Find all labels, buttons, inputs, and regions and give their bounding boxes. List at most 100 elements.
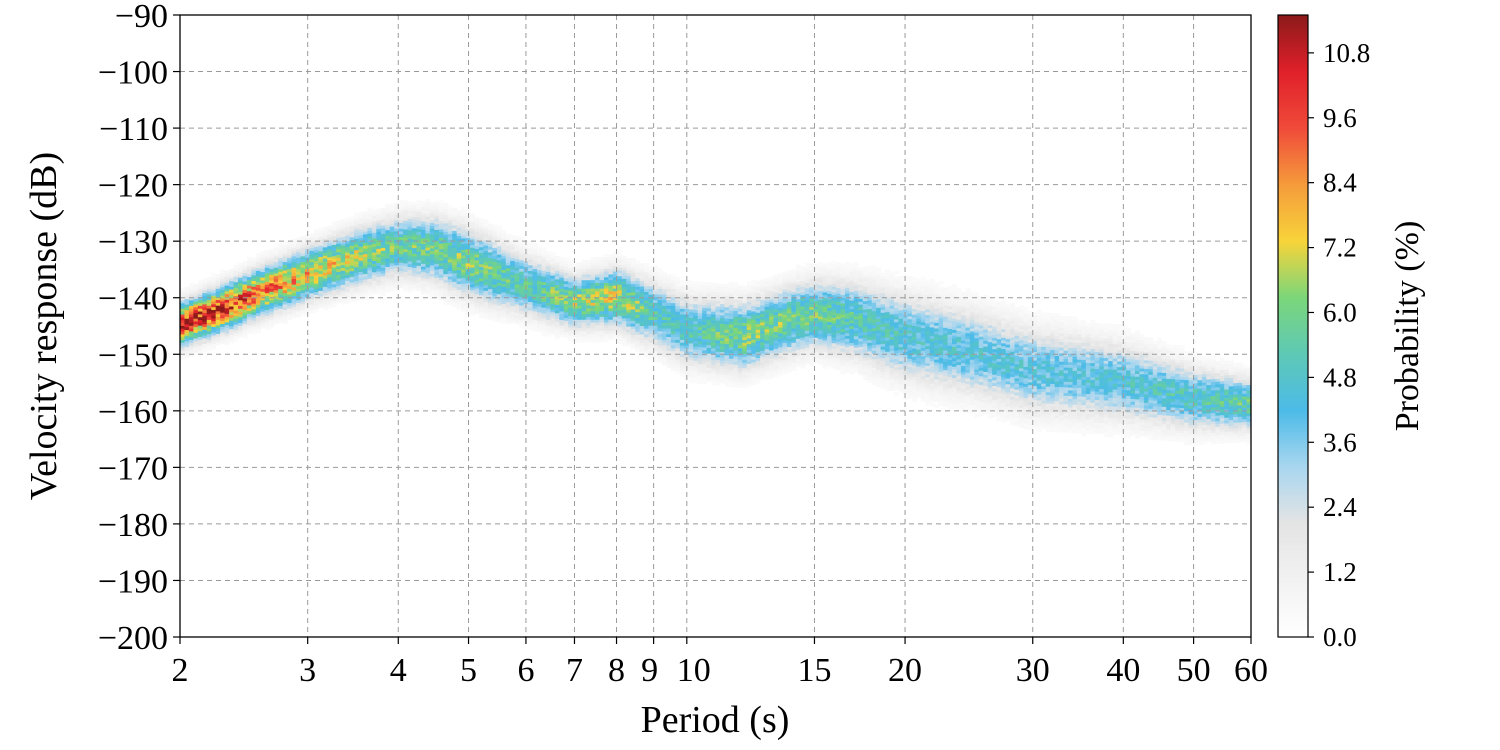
- heatmap-cell: [291, 258, 297, 263]
- heatmap-cell: [804, 310, 810, 314]
- heatmap-cell: [599, 333, 605, 337]
- heatmap-cell: [835, 318, 842, 322]
- heatmap-cell: [800, 269, 806, 273]
- heatmap-cell: [233, 281, 239, 286]
- heatmap-cell: [702, 335, 708, 340]
- heatmap-cell: [416, 270, 422, 275]
- heatmap-cell: [581, 324, 587, 329]
- heatmap-cell: [648, 282, 654, 287]
- heatmap-cell: [688, 345, 694, 350]
- heatmap-cell: [456, 235, 462, 239]
- heatmap-cell: [345, 218, 351, 222]
- heatmap-cell: [420, 266, 427, 270]
- heatmap-cell: [380, 207, 386, 212]
- heatmap-cell: [273, 292, 279, 297]
- heatmap-cell: [844, 329, 850, 334]
- heatmap-cell: [407, 232, 413, 236]
- heatmap-cell: [773, 291, 779, 296]
- heatmap-cell: [621, 266, 627, 271]
- heatmap-cell: [331, 261, 337, 265]
- heatmap-cell: [737, 373, 743, 377]
- heatmap-cell: [679, 350, 685, 355]
- heatmap-cell: [586, 265, 592, 269]
- heatmap-cell: [586, 336, 592, 340]
- heatmap-cell: [702, 372, 708, 376]
- heatmap-cell: [349, 228, 355, 232]
- heatmap-cell: [367, 232, 373, 237]
- heatmap-cell: [318, 256, 324, 260]
- heatmap-cell: [389, 274, 395, 278]
- heatmap-cell: [180, 347, 186, 352]
- heatmap-cell: [193, 346, 199, 350]
- heatmap-cell: [180, 294, 186, 298]
- heatmap-cell: [309, 287, 315, 291]
- heatmap-cell: [858, 343, 864, 348]
- heatmap-cell: [438, 200, 444, 205]
- heatmap-cell: [675, 364, 681, 369]
- heatmap-cell: [626, 280, 632, 285]
- heatmap-cell: [724, 380, 730, 384]
- heatmap-cell: [327, 265, 333, 269]
- heatmap-cell: [626, 272, 632, 276]
- heatmap-cell: [407, 241, 413, 245]
- heatmap-cell: [206, 288, 212, 292]
- heatmap-cell: [224, 299, 230, 303]
- heatmap-cell: [371, 251, 377, 256]
- heatmap-cell: [291, 298, 297, 302]
- heatmap-cell: [470, 309, 476, 313]
- heatmap-cell: [862, 286, 868, 290]
- heatmap-cell: [804, 262, 810, 266]
- heatmap-cell: [786, 306, 792, 311]
- heatmap-cell: [296, 310, 302, 315]
- heatmap-cell: [599, 265, 605, 269]
- heatmap-cell: [416, 276, 422, 280]
- heatmap-cell: [764, 365, 770, 370]
- heatmap-cell: [670, 282, 676, 287]
- heatmap-cell: [264, 303, 270, 308]
- heatmap-cell: [737, 296, 743, 301]
- heatmap-cell: [795, 281, 801, 286]
- heatmap-cell: [840, 370, 846, 375]
- heatmap-cell: [545, 324, 551, 329]
- heatmap-cell: [470, 235, 476, 240]
- heatmap-cell: [795, 324, 801, 328]
- heatmap-cell: [737, 375, 743, 380]
- heatmap-cell: [269, 254, 275, 258]
- heatmap-cell: [537, 297, 543, 302]
- heatmap-cell: [702, 315, 708, 320]
- heatmap-cell: [184, 301, 190, 305]
- heatmap-cell: [639, 336, 645, 341]
- heatmap-cell: [621, 283, 627, 288]
- heatmap-cell: [827, 290, 833, 294]
- heatmap-cell: [273, 303, 279, 308]
- heatmap-cell: [657, 296, 663, 301]
- heatmap-cell: [282, 315, 288, 319]
- heatmap-cell: [711, 376, 717, 380]
- heatmap-cell: [653, 276, 659, 281]
- heatmap-cell: [456, 286, 462, 290]
- heatmap-cell: [871, 375, 877, 380]
- heatmap-cell: [595, 273, 601, 278]
- heatmap-cell: [769, 332, 775, 337]
- heatmap-cell: [728, 335, 734, 339]
- heatmap-cell: [510, 274, 516, 278]
- heatmap-cell: [608, 279, 614, 283]
- heatmap-cell: [599, 290, 605, 295]
- heatmap-cell: [777, 349, 784, 354]
- heatmap-cell: [639, 280, 645, 284]
- heatmap-cell: [733, 369, 739, 374]
- heatmap-cell: [367, 275, 373, 279]
- heatmap-cell: [465, 274, 471, 278]
- heatmap-cell: [362, 222, 369, 226]
- heatmap-cell: [505, 262, 511, 266]
- heatmap-cell: [764, 368, 770, 372]
- heatmap-cell: [586, 290, 592, 295]
- heatmap-cell: [818, 265, 824, 269]
- heatmap-cell: [452, 258, 458, 263]
- heatmap-cell: [389, 237, 395, 241]
- heatmap-cell: [835, 338, 842, 342]
- heatmap-cell: [795, 343, 801, 348]
- heatmap-cell: [737, 378, 743, 383]
- heatmap-cell: [318, 281, 324, 286]
- heatmap-cell: [728, 290, 734, 294]
